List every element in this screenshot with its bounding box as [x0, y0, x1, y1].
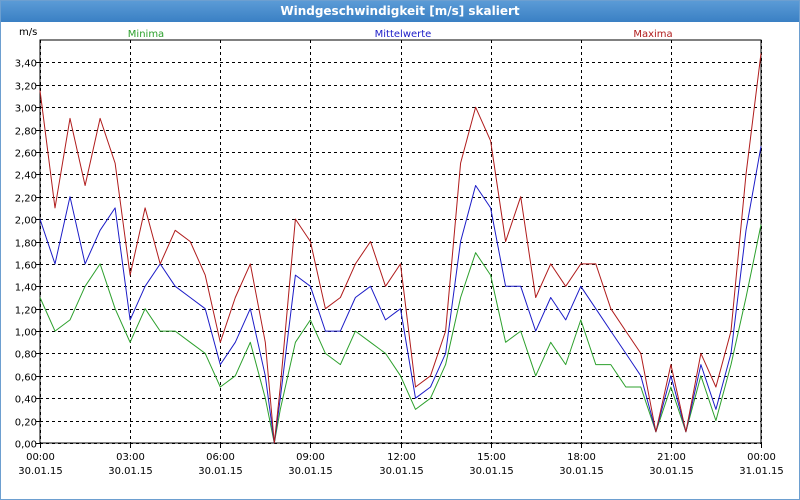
- y-tick-label: 0,80: [15, 350, 37, 361]
- x-tick-time-label: 00:00: [747, 452, 776, 463]
- x-tick-date-label: 30.01.15: [198, 466, 243, 477]
- x-tick-time-label: 12:00: [387, 452, 416, 463]
- x-tick-date-label: 31.01.15: [739, 466, 784, 477]
- x-tick-date-label: 30.01.15: [108, 466, 153, 477]
- x-tick-time-label: 15:00: [477, 452, 506, 463]
- x-tick-date-label: 30.01.15: [379, 466, 424, 477]
- y-tick-label: 2,80: [15, 127, 37, 138]
- x-tick-time-label: 21:00: [657, 452, 686, 463]
- y-tick-label: 3,00: [15, 104, 37, 115]
- y-tick-label: 0,20: [15, 418, 37, 429]
- y-axis-label: m/s: [19, 27, 37, 38]
- x-tick-time-label: 00:00: [26, 452, 55, 463]
- legend-label-minima: Minima: [128, 29, 164, 40]
- y-tick-label: 1,80: [15, 239, 37, 250]
- y-tick-label: 0,60: [15, 373, 37, 384]
- series-line-maxima: [39, 53, 762, 444]
- series-line-minima: [39, 224, 762, 444]
- y-tick-label: 2,20: [15, 194, 37, 205]
- y-tick-label: 1,00: [15, 328, 37, 339]
- x-tick-time-label: 03:00: [116, 452, 145, 463]
- y-tick-label: 2,40: [15, 171, 37, 182]
- x-tick-time-label: 06:00: [206, 452, 235, 463]
- y-tick-label: 2,00: [15, 216, 37, 227]
- y-tick-label: 1,40: [15, 283, 37, 294]
- y-tick-label: 0,40: [15, 395, 37, 406]
- x-tick-date-label: 30.01.15: [18, 466, 63, 477]
- legend-label-maxima: Maxima: [633, 29, 672, 40]
- y-tick-label: 1,20: [15, 306, 37, 317]
- line-chart: 0,00 0,20 0,40 0,60 0,80 1,00 1,20 1,40 1,60 1,80…: [15, 27, 784, 477]
- x-tick-time-label: 09:00: [296, 452, 325, 463]
- x-tick-date-label: 30.01.15: [649, 466, 694, 477]
- y-tick-label: 2,60: [15, 149, 37, 160]
- legend-label-mittelwerte: Mittelwerte: [375, 29, 432, 40]
- plot-area: [39, 39, 762, 444]
- y-tick-label: 3,20: [15, 82, 37, 93]
- y-tick-label: 1,60: [15, 261, 37, 272]
- series-line-mittelwerte: [39, 146, 762, 444]
- x-tick-time-label: 18:00: [567, 452, 596, 463]
- y-tick-label: 3,40: [15, 59, 37, 70]
- x-tick-date-label: 30.01.15: [469, 466, 514, 477]
- x-tick-date-label: 30.01.15: [559, 466, 604, 477]
- x-tick-date-label: 30.01.15: [288, 466, 333, 477]
- chart-title: Windgeschwindigkeit [m/s] skaliert: [1, 1, 799, 22]
- y-tick-label: 0,00: [15, 440, 37, 451]
